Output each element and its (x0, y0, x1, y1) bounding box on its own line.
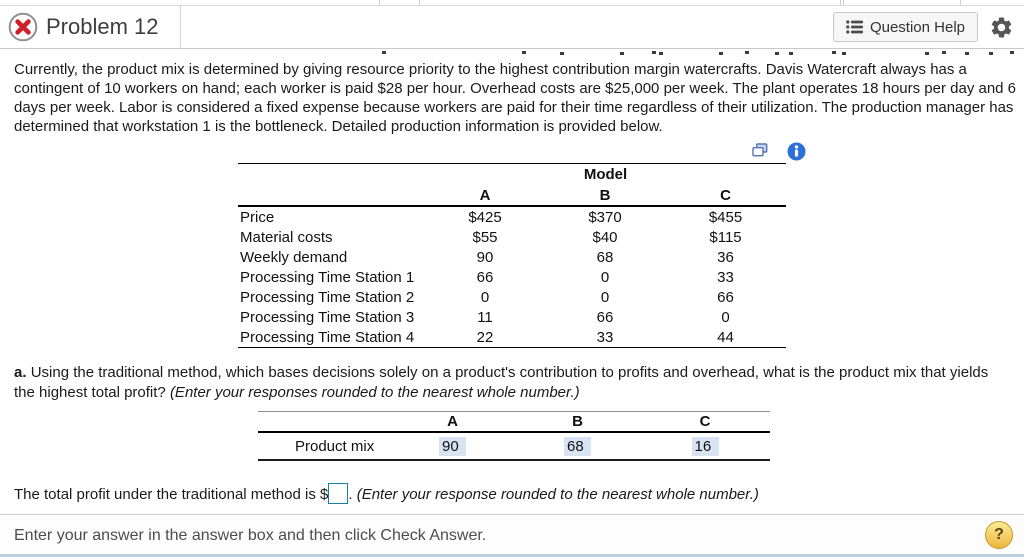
profit-text: The total profit under the traditional m… (14, 486, 329, 503)
product-mix-answer-table: A B C Product mix 90 68 16 (258, 411, 770, 461)
cell-value: 90 (476, 248, 494, 266)
statement-line: days per week. Labor is considered a fix… (14, 99, 1014, 116)
problem-header: Problem 12 Question Help (0, 5, 1024, 49)
question-help-button[interactable]: Question Help (832, 12, 978, 42)
cell-value: 0 (480, 288, 490, 306)
table-row: Processing Time Station 3 11 66 0 (238, 307, 786, 327)
row-label: Processing Time Station 2 (240, 288, 415, 306)
cell-value: 66 (476, 268, 494, 286)
part-question-text: Using the traditional method, which base… (14, 364, 989, 401)
answer-field-c[interactable]: 16 (691, 436, 719, 456)
total-profit-input[interactable] (328, 483, 349, 504)
row-label: Weekly demand (240, 248, 348, 266)
table-row: Product mix 90 68 16 (258, 432, 770, 460)
statement-line: Currently, the product mix is determined… (14, 61, 967, 78)
popout-copy-icon[interactable] (752, 143, 768, 158)
footer-message: Enter your answer in the answer box and … (14, 527, 487, 544)
column-header-row: A B C (258, 411, 770, 433)
table-row: Weekly demand 90 68 36 (238, 247, 786, 267)
model-group-header: Model (583, 166, 628, 183)
row-label: Price (240, 208, 275, 226)
column-header-a: A (390, 411, 515, 433)
cell-value: 33 (717, 268, 734, 286)
table-row: Price $425 $370 $455 (238, 206, 786, 227)
row-label: Processing Time Station 4 (240, 328, 415, 346)
table-row: Processing Time Station 2 0 0 66 (238, 287, 786, 307)
incorrect-x-icon (8, 12, 38, 42)
row-label: Processing Time Station 1 (240, 268, 415, 286)
table-row: Material costs $55 $40 $115 (238, 227, 786, 247)
cell-value: $455 (708, 208, 743, 226)
cell-value: 68 (596, 248, 614, 266)
cell-value: 36 (717, 248, 734, 266)
table-toolbar (14, 142, 1010, 161)
cell-value: $115 (709, 228, 742, 246)
cell-value: 44 (717, 328, 734, 346)
info-icon[interactable] (787, 142, 806, 161)
cell-value: 0 (600, 268, 610, 286)
column-header-row: A B C (238, 185, 787, 207)
total-profit-line: The total profit under the traditional m… (14, 483, 1010, 504)
list-icon (846, 20, 863, 34)
profit-text-period: . (348, 486, 353, 503)
cell-value: 33 (596, 328, 614, 346)
footer-bar: Enter your answer in the answer box and … (0, 514, 1024, 557)
row-label: Product mix (295, 437, 375, 455)
cell-value: $370 (588, 208, 622, 226)
cell-value: $425 (468, 208, 502, 226)
column-header-c: C (665, 185, 787, 207)
production-data-table: Model A B C Price $425 $370 $455 Materia… (238, 163, 787, 348)
cell-value: 0 (721, 308, 730, 326)
cell-value: 0 (600, 288, 610, 306)
part-a-question: a. Using the traditional method, which b… (14, 363, 1010, 402)
answer-field-a[interactable]: 90 (439, 436, 466, 456)
problem-statement: Currently, the product mix is determined… (14, 60, 1017, 136)
cell-value: 66 (596, 308, 614, 326)
model-group-row: Model (238, 164, 786, 186)
table-row: Processing Time Station 4 22 33 44 (238, 327, 786, 348)
statement-line: determined that workstation 1 is the bot… (14, 118, 663, 135)
answer-field-b[interactable]: 68 (564, 436, 591, 456)
row-label: Processing Time Station 3 (240, 308, 415, 326)
page-title: Problem 12 (46, 14, 159, 39)
problem-content: Currently, the product mix is determined… (0, 50, 1024, 504)
part-label: a. (14, 364, 27, 381)
profit-instruction: (Enter your response rounded to the near… (356, 486, 759, 503)
column-header-c: C (640, 411, 770, 433)
column-header-a: A (425, 185, 545, 207)
help-question-button[interactable]: ? (985, 521, 1013, 549)
settings-gear-icon[interactable] (989, 15, 1014, 40)
problem-title-section: Problem 12 (0, 6, 181, 48)
question-help-label: Question Help (869, 18, 965, 36)
column-header-b: B (515, 411, 640, 433)
column-header-b: B (545, 185, 665, 207)
row-label: Material costs (240, 228, 333, 246)
statement-line: contingent of 10 workers on hand; each w… (14, 80, 1017, 97)
cell-value: 22 (476, 328, 494, 346)
cell-value: 11 (477, 308, 493, 326)
table-row: Processing Time Station 1 66 0 33 (238, 267, 786, 287)
header-actions: Question Help (832, 12, 1024, 42)
cell-value: 66 (717, 288, 734, 306)
clipped-text-fragments (382, 51, 386, 54)
cell-value: $55 (472, 228, 498, 246)
part-instruction: (Enter your responses rounded to the nea… (169, 383, 580, 401)
cell-value: $40 (592, 228, 618, 246)
